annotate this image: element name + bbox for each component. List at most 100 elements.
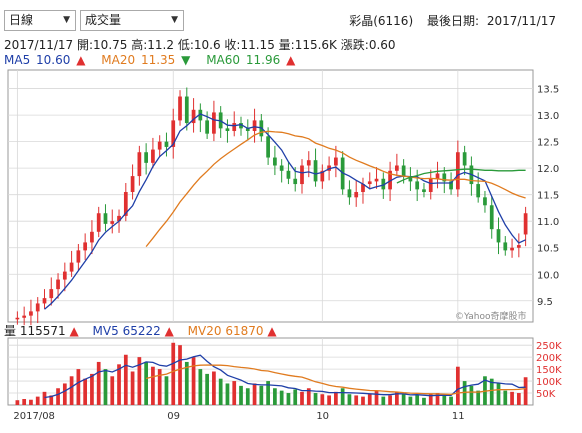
open-label: 開: [77,38,94,52]
candle-body [123,192,128,216]
volume-bar [428,394,433,405]
volume-bar [523,377,528,405]
volume-bar [212,371,216,405]
candle-body [151,149,155,163]
volume-bar [273,388,277,405]
volume-bar [408,396,413,405]
volume-bar [83,378,88,405]
volume-bar [110,376,115,405]
volume-bar [144,361,149,405]
volume-bar [266,381,270,405]
volume-bar [103,369,108,405]
price-tick-label: 11.0 [537,217,559,228]
ma20-line [145,130,526,248]
candle-body [117,215,121,222]
candle-body [279,165,284,171]
volume-bar [435,393,440,405]
up-arrow-icon: ▲ [286,53,296,67]
close-label: 收: [224,38,241,52]
last-date-value: 2017/11/17 [486,14,556,28]
volume-bar [42,391,47,405]
candle-body [29,311,33,316]
price-tick-label: 13.5 [537,85,559,96]
open-value: 10.75 [93,38,128,52]
candle-body [510,247,514,251]
volume-bar [178,345,182,405]
high-value: 11.2 [147,38,174,52]
close-value: 11.15 [240,38,275,52]
price-tick-label: 11.5 [537,191,559,202]
candle-body [273,157,277,166]
volume-bar [394,391,399,405]
ma20-legend-value: 11.35 [140,53,176,67]
volume-bar [164,376,169,405]
quote-date: 2017/11/17 [4,38,74,52]
volume-bar [340,388,345,405]
ma5-legend-label: MA5 [4,53,31,67]
volume-bar [381,396,386,405]
volume-bar [137,357,142,405]
yahoo-credit: ©Yahoo奇摩股市 [455,312,527,322]
stock-title: 彩晶(6116) 最後日期: 2017/11/17 [349,12,556,29]
volume-bar [469,385,474,405]
volume-tick-label: 50K [536,389,556,400]
stock-name: 彩晶(6116) [349,14,414,28]
volume-bar [191,357,196,405]
volume-tick-label: 200K [536,353,562,364]
up-arrow-icon: ▲ [76,53,86,67]
volume-bar [218,378,223,405]
candle-body [442,173,447,182]
chart-header: 日線 ▼ 成交量 ▼ 彩晶(6116) 最後日期: 2017/11/17 [0,0,582,34]
volume-bar [232,381,237,405]
volume-bar [205,373,209,405]
up-arrow-icon: ▲ [164,324,174,338]
price-tick-label: 12.5 [537,138,559,149]
price-tick-label: 10.5 [537,244,559,255]
vol-legend-value: 115571 [19,324,66,338]
volume-bar [157,369,162,405]
price-panel [7,69,534,323]
candle-body [476,184,481,198]
candle-body [56,279,60,290]
volume-bar [198,369,203,405]
volume-bar [449,396,453,405]
candle-body [313,160,318,182]
candle-body [483,197,487,206]
candle-body [245,128,250,132]
period-select[interactable]: 日線 ▼ [4,10,76,31]
ma5-legend-value: 10.60 [36,53,71,67]
candle-body [361,184,365,193]
candle-body [415,181,420,190]
ma60-legend-value: 11.96 [245,53,281,67]
low-value: 10.6 [193,38,221,52]
ma60-line [396,168,526,184]
volume-bar [510,391,514,405]
volume-bar [62,383,67,405]
candle-body [212,112,216,134]
candle-body [164,141,169,147]
volume-bar [334,391,338,405]
candle-body [435,173,440,179]
price-tick-label: 9.5 [537,297,553,308]
volume-bar [320,394,325,405]
candle-body [239,123,243,129]
volume-bar [22,399,27,405]
candle-body [293,178,298,185]
candle-body [62,271,67,280]
candle-body [334,157,338,166]
volume-bar [15,400,20,405]
candle-body [184,96,189,124]
volume-tick-label: 150K [536,365,562,376]
candle-body [191,109,196,124]
candle-body [503,242,508,251]
candle-body [90,231,94,243]
candle-body [462,152,467,166]
candle-body [306,160,311,166]
volume-bar [56,388,60,405]
change-label: 漲跌: [340,38,369,52]
indicator-select[interactable]: 成交量 ▼ [80,10,184,31]
ma60-legend-label: MA60 [206,53,241,67]
down-arrow-icon: ▼ [181,53,191,67]
candle-body [394,165,399,171]
